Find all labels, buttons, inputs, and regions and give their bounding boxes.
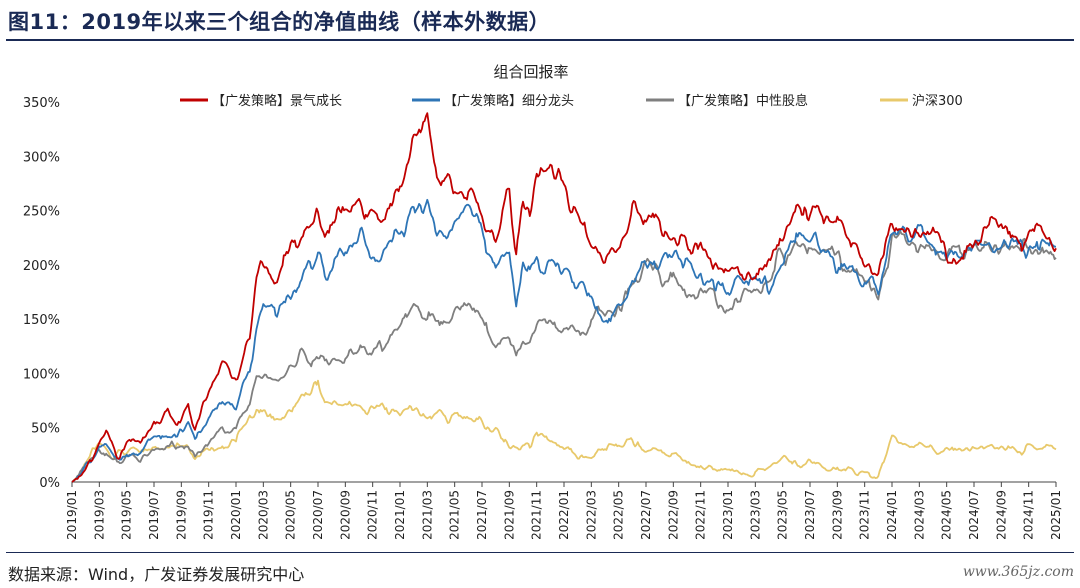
source-rule: [6, 552, 1074, 553]
legend: 【广发策略】景气成长 【广发策略】细分龙头 【广发策略】中性股息 沪深300: [180, 93, 963, 109]
x-tick-label: 2024/07: [967, 490, 981, 540]
x-tick-label: 2023/03: [748, 490, 762, 540]
x-tick-label: 2024/03: [912, 490, 926, 540]
y-tick-label: 0%: [39, 476, 60, 491]
line-chart: 组合回报率 【广发策略】景气成长 【广发策略】细分龙头 【广发策略】中性股息 沪深30…: [23, 63, 1063, 540]
x-tick-label: 2024/01: [885, 490, 899, 540]
x-tick-label: 2023/05: [776, 490, 790, 540]
x-tick-label: 2021/01: [393, 490, 407, 540]
x-tick-label: 2019/07: [147, 490, 161, 540]
x-tick-label: 2019/03: [92, 490, 106, 540]
x-tick-label: 2021/07: [475, 490, 489, 540]
legend-label: 【广发策略】中性股息: [678, 93, 808, 109]
source-note: 数据来源：Wind，广发证券发展研究中心: [8, 565, 305, 584]
title-rule: [6, 39, 1074, 41]
x-tick-label: 2020/05: [284, 490, 298, 540]
y-tick-label: 350%: [23, 96, 60, 111]
x-tick-label: 2022/01: [557, 490, 571, 540]
y-axis: 0% 50% 100% 150% 200% 250% 300% 350%: [23, 96, 60, 491]
series-line: [71, 198, 1057, 483]
x-tick-label: 2024/11: [1022, 490, 1036, 540]
x-tick-label: 2025/01: [1049, 490, 1063, 540]
x-axis: 2019/01 2019/03 2019/05 2019/07 2019/09 2019/…: [65, 481, 1063, 540]
series-line: [71, 230, 1057, 483]
x-tick-label: 2021/05: [448, 490, 462, 540]
x-tick-label: 2019/11: [202, 490, 216, 540]
x-tick-label: 2020/09: [338, 490, 352, 540]
legend-label: 【广发策略】细分龙头: [444, 93, 574, 109]
x-tick-label: 2021/09: [502, 490, 516, 540]
x-tick-label: 2022/05: [612, 490, 626, 540]
x-tick-label: 2020/07: [311, 490, 325, 540]
x-tick-label: 2021/03: [420, 490, 434, 540]
y-tick-label: 250%: [23, 205, 60, 220]
y-tick-label: 50%: [31, 422, 60, 437]
x-tick-label: 2019/05: [120, 490, 134, 540]
series-line: [71, 112, 1057, 483]
x-tick-label: 2022/11: [694, 490, 708, 540]
x-tick-label: 2024/09: [994, 490, 1008, 540]
x-tick-label: 2020/11: [366, 490, 380, 540]
y-tick-label: 200%: [23, 259, 60, 274]
x-tick-label: 2022/09: [666, 490, 680, 540]
x-tick-label: 2021/11: [530, 490, 544, 540]
y-tick-label: 150%: [23, 313, 60, 328]
x-tick-label: 2019/09: [174, 490, 188, 540]
series-line: [71, 379, 1057, 483]
x-tick-label: 2022/03: [584, 490, 598, 540]
y-tick-label: 100%: [23, 367, 60, 382]
x-tick-label: 2024/05: [940, 490, 954, 540]
y-tick-label: 300%: [23, 150, 60, 165]
chart-title: 组合回报率: [493, 63, 568, 81]
x-tick-label: 2022/07: [639, 490, 653, 540]
x-tick-label: 2023/07: [803, 490, 817, 540]
x-tick-label: 2020/03: [256, 490, 270, 540]
x-tick-label: 2023/09: [830, 490, 844, 540]
x-tick-label: 2023/11: [858, 490, 872, 540]
series-lines: [71, 112, 1057, 483]
x-tick-label: 2020/01: [229, 490, 243, 540]
figure-title: 图11：2019年以来三个组合的净值曲线（样本外数据）: [8, 10, 551, 34]
legend-label: 【广发策略】景气成长: [212, 93, 342, 109]
legend-label: 沪深300: [912, 93, 963, 109]
x-tick-label: 2023/01: [721, 490, 735, 540]
watermark: www.365jz.com: [962, 564, 1074, 580]
x-tick-label: 2019/01: [65, 490, 79, 540]
